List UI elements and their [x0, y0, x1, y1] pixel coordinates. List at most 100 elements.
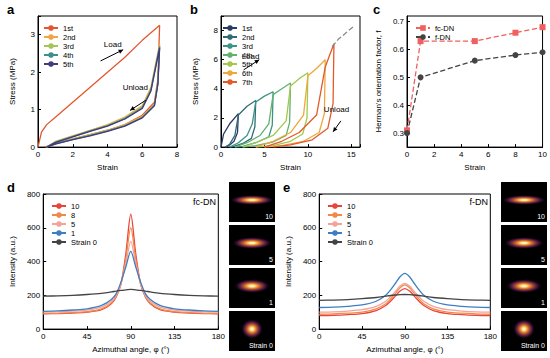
svg-text:8: 8 — [513, 150, 518, 159]
svg-text:200: 200 — [27, 291, 41, 300]
svg-text:2: 2 — [71, 150, 76, 159]
svg-text:Intensity (a.u.): Intensity (a.u.) — [8, 236, 17, 287]
svg-text:Stress (MPa): Stress (MPa) — [191, 58, 200, 105]
svg-text:2nd: 2nd — [242, 33, 255, 42]
svg-text:2: 2 — [31, 68, 36, 77]
svg-text:2: 2 — [432, 150, 437, 159]
svg-text:a: a — [7, 2, 15, 17]
svg-text:e: e — [283, 180, 290, 195]
svg-text:b: b — [190, 2, 198, 17]
svg-text:90: 90 — [400, 332, 409, 341]
svg-text:Strain: Strain — [97, 163, 118, 172]
svg-text:1: 1 — [541, 299, 545, 306]
svg-text:0.7: 0.7 — [393, 17, 405, 26]
svg-text:800: 800 — [27, 190, 41, 199]
svg-text:Strain 0: Strain 0 — [249, 342, 273, 349]
svg-text:5: 5 — [269, 256, 273, 263]
svg-text:1: 1 — [347, 229, 351, 238]
svg-text:200: 200 — [303, 291, 317, 300]
svg-text:0.6: 0.6 — [393, 45, 405, 54]
svg-text:135: 135 — [441, 332, 455, 341]
svg-text:600: 600 — [303, 223, 317, 232]
svg-text:0.5: 0.5 — [393, 73, 405, 82]
svg-text:d: d — [7, 180, 15, 195]
svg-text:0.3: 0.3 — [393, 129, 405, 138]
svg-text:1: 1 — [269, 299, 273, 306]
svg-text:10: 10 — [71, 202, 79, 211]
svg-text:6: 6 — [214, 55, 219, 64]
svg-text:f-DN: f-DN — [470, 197, 489, 207]
svg-text:fc-DN: fc-DN — [193, 197, 216, 207]
svg-text:3: 3 — [31, 30, 36, 39]
svg-text:5: 5 — [541, 256, 545, 263]
svg-text:Intensity (a.u.): Intensity (a.u.) — [284, 236, 293, 287]
svg-text:0: 0 — [41, 332, 46, 341]
svg-text:45: 45 — [83, 332, 92, 341]
svg-text:6: 6 — [486, 150, 491, 159]
svg-text:5: 5 — [71, 220, 75, 229]
svg-text:10: 10 — [537, 213, 545, 220]
svg-text:Azimuthal angle, φ (°): Azimuthal angle, φ (°) — [92, 345, 170, 354]
svg-text:Strain 0: Strain 0 — [347, 238, 373, 247]
svg-text:0.4: 0.4 — [393, 101, 405, 110]
svg-text:0: 0 — [311, 324, 317, 334]
svg-text:f-DN: f-DN — [435, 33, 450, 42]
svg-text:Strain: Strain — [280, 163, 301, 172]
svg-text:4: 4 — [459, 150, 464, 159]
svg-text:2: 2 — [214, 113, 219, 122]
svg-text:Herman's orientation factor, f: Herman's orientation factor, f — [374, 30, 383, 133]
svg-text:4: 4 — [214, 84, 219, 93]
svg-text:600: 600 — [27, 223, 41, 232]
svg-text:5th: 5th — [63, 60, 73, 69]
svg-text:0: 0 — [35, 324, 41, 334]
svg-text:8: 8 — [71, 211, 75, 220]
svg-text:1st: 1st — [242, 24, 253, 33]
svg-text:Azimuthal angle, φ (°): Azimuthal angle, φ (°) — [366, 345, 444, 354]
svg-text:6: 6 — [140, 150, 145, 159]
svg-text:90: 90 — [126, 332, 135, 341]
svg-text:Unload: Unload — [324, 105, 349, 114]
svg-text:1st: 1st — [63, 24, 74, 33]
svg-text:Strain: Strain — [464, 163, 485, 172]
svg-text:135: 135 — [168, 332, 182, 341]
svg-text:400: 400 — [27, 257, 41, 266]
svg-text:800: 800 — [303, 190, 317, 199]
svg-text:8: 8 — [214, 26, 219, 35]
svg-text:c: c — [373, 2, 380, 17]
svg-text:Unload: Unload — [123, 83, 148, 92]
svg-text:400: 400 — [303, 257, 317, 266]
svg-text:0: 0 — [317, 332, 322, 341]
svg-text:0: 0 — [213, 142, 218, 152]
svg-text:Stress (MPa): Stress (MPa) — [8, 58, 17, 105]
svg-text:0: 0 — [405, 150, 410, 159]
svg-text:8: 8 — [347, 211, 351, 220]
svg-text:fc-DN: fc-DN — [435, 24, 454, 33]
svg-text:10: 10 — [347, 202, 355, 211]
svg-text:0: 0 — [219, 150, 224, 159]
svg-text:0: 0 — [36, 150, 41, 159]
svg-text:180: 180 — [484, 332, 498, 341]
svg-text:8: 8 — [175, 150, 180, 159]
svg-text:10: 10 — [538, 150, 547, 159]
svg-text:10: 10 — [265, 213, 273, 220]
svg-text:1: 1 — [71, 229, 75, 238]
svg-text:180: 180 — [212, 332, 226, 341]
svg-text:3rd: 3rd — [63, 42, 74, 51]
svg-text:5: 5 — [347, 220, 351, 229]
svg-text:Load: Load — [104, 40, 122, 49]
svg-text:Strain 0: Strain 0 — [521, 342, 545, 349]
svg-text:45: 45 — [358, 332, 367, 341]
svg-text:Strain 0: Strain 0 — [71, 238, 97, 247]
svg-text:1: 1 — [31, 105, 36, 114]
svg-text:15: 15 — [347, 150, 356, 159]
svg-text:7th: 7th — [242, 78, 252, 87]
svg-text:Load: Load — [242, 52, 260, 61]
svg-text:4th: 4th — [63, 51, 73, 60]
svg-text:5: 5 — [262, 150, 267, 159]
svg-text:4: 4 — [105, 150, 110, 159]
svg-text:3rd: 3rd — [242, 42, 253, 51]
svg-text:0: 0 — [30, 142, 35, 152]
svg-text:2nd: 2nd — [63, 33, 76, 42]
svg-text:10: 10 — [303, 150, 312, 159]
svg-text:6th: 6th — [242, 68, 253, 78]
